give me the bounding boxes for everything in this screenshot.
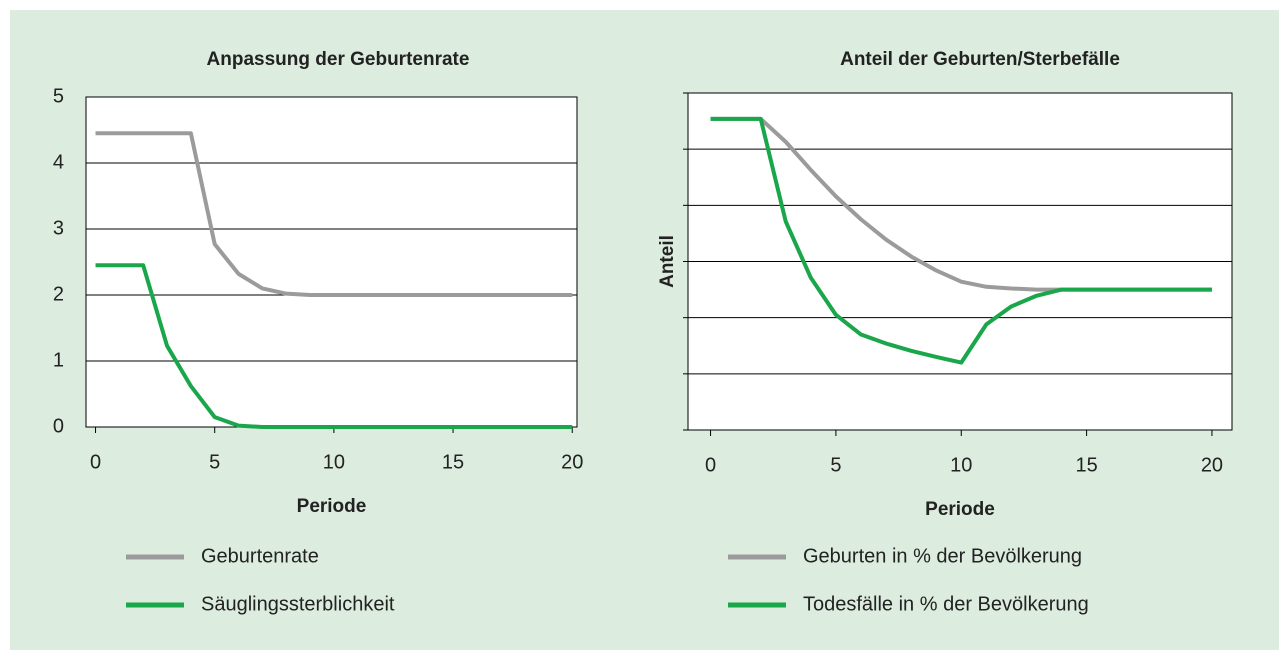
- y-tick-label: 0: [53, 415, 64, 437]
- x-axis-title: Periode: [925, 499, 995, 520]
- series-line: [710, 116, 1212, 365]
- legend-label: Geburtenrate: [201, 545, 319, 567]
- chart-title: Anteil der Geburten/Sterbefälle: [840, 49, 1120, 70]
- legend-label: Säuglingssterblichkeit: [201, 593, 395, 615]
- x-tick-label: 5: [830, 454, 841, 476]
- y-axis-title: Anteil: [657, 235, 678, 288]
- chart-title: Anpassung der Geburtenrate: [207, 49, 470, 70]
- x-tick-label: 5: [209, 451, 220, 473]
- legend-label: Geburten in % der Bevölkerung: [803, 545, 1082, 567]
- plot-area: [85, 96, 578, 428]
- y-tick-label: 5: [53, 85, 64, 107]
- y-tick-label: 2: [53, 283, 64, 305]
- x-axis-title: Periode: [297, 496, 367, 517]
- series-line: [95, 263, 573, 429]
- x-tick-label: 15: [442, 451, 464, 473]
- x-tick-label: 15: [1075, 454, 1097, 476]
- x-tick-label: 0: [90, 451, 101, 473]
- y-tick-label: 3: [53, 217, 64, 239]
- x-tick-label: 20: [1201, 454, 1223, 476]
- x-tick-label: 10: [950, 454, 972, 476]
- x-tick-label: 10: [323, 451, 345, 473]
- x-tick-label: 0: [705, 454, 716, 476]
- y-tick-label: 1: [53, 349, 64, 371]
- series-line: [95, 131, 573, 297]
- legend-label: Todesfälle in % der Bevölkerung: [803, 593, 1089, 615]
- x-tick-label: 20: [561, 451, 583, 473]
- y-tick-label: 4: [53, 151, 64, 173]
